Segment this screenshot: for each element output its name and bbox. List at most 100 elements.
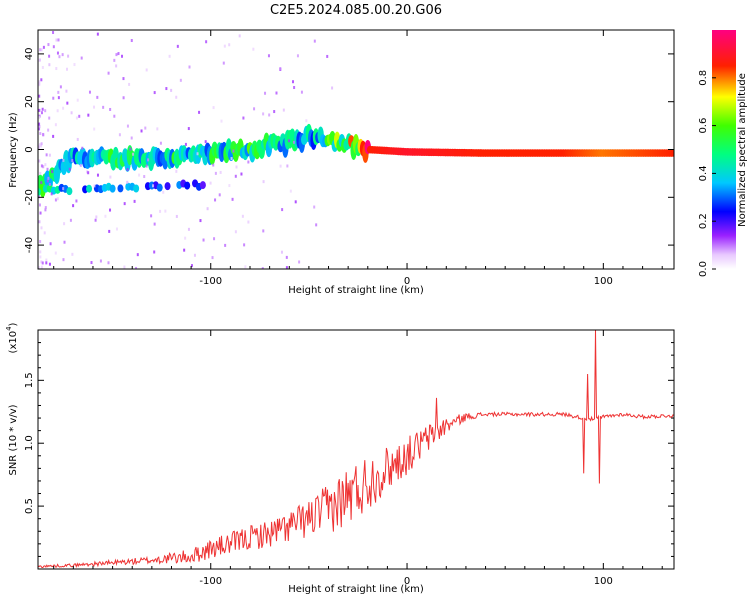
spectrogram-noise-mark [305, 119, 308, 123]
spectrogram-noise-mark [39, 240, 42, 244]
spectrogram-noise-mark [156, 127, 159, 131]
spectrogram-noise-mark [234, 230, 237, 234]
spectrogram-noise-mark [187, 127, 190, 131]
spectrogram-noise-mark [196, 152, 199, 156]
spectrogram-secondary-mark [66, 187, 73, 196]
spectrogram-noise-mark [279, 67, 282, 71]
spectrogram-noise-mark [104, 214, 107, 218]
spectrogram-noise-mark [57, 96, 60, 100]
spectrogram-noise-mark [50, 192, 53, 196]
spectrogram-noise-mark [46, 179, 49, 183]
spectrogram-noise-mark [39, 250, 42, 254]
spectrogram-noise-mark [126, 180, 129, 184]
multiplier-exponent: 4 [5, 326, 13, 331]
spectrogram-noise-mark [52, 96, 55, 100]
spectrogram-noise-mark [184, 236, 187, 240]
multiplier-suffix: ) [8, 322, 19, 326]
spectrogram-noise-mark [54, 198, 57, 202]
spectrogram-noise-mark [212, 106, 215, 110]
spectrogram-noise-mark [45, 153, 48, 157]
spectrogram-noise-mark [73, 63, 76, 67]
spectrogram-noise-mark [79, 163, 82, 167]
spectrogram-noise-mark [72, 204, 75, 208]
spectrogram-noise-mark [205, 40, 208, 44]
spectrogram-y-tick-label: 0 [24, 146, 35, 152]
spectrogram-noise-mark [313, 205, 316, 209]
spectrogram-noise-mark [93, 105, 96, 109]
spectrogram-noise-mark [93, 127, 96, 131]
spectrogram-secondary-mark [109, 184, 116, 193]
spectrogram-noise-mark [48, 183, 51, 187]
spectrogram-secondary-mark [156, 183, 163, 192]
spectrogram-noise-mark [241, 214, 244, 218]
spectrogram-noise-mark [44, 208, 47, 212]
spectrogram-noise-mark [109, 175, 112, 179]
spectrogram-noise-mark [170, 88, 173, 92]
spectrogram-noise-mark [204, 140, 207, 144]
spectrogram-noise-mark [175, 95, 178, 99]
spectrogram-noise-mark [66, 67, 69, 71]
spectrogram-noise-mark [133, 199, 136, 203]
snr-line-layer [38, 330, 674, 569]
spectrogram-noise-mark [38, 94, 41, 98]
spectrogram-x-tick-label: 100 [594, 276, 613, 287]
spectrogram-noise-mark [38, 122, 41, 126]
spectrogram-noise-mark [38, 145, 41, 149]
spectrogram-noise-mark [49, 242, 52, 246]
spectrogram-noise-mark [115, 227, 118, 231]
spectrogram-noise-mark [184, 142, 187, 146]
colorbar-tick-label: 0.0 [698, 261, 709, 277]
spectrogram-noise-mark [232, 149, 235, 153]
spectrogram-noise-mark [199, 219, 202, 223]
spectrogram-noise-mark [209, 181, 212, 185]
spectrogram-noise-mark [286, 164, 289, 168]
snr-x-tick-label: 100 [594, 576, 613, 587]
spectrogram-noise-mark [39, 171, 42, 175]
spectrogram-noise-mark [252, 47, 255, 51]
snr-frame [37, 329, 675, 570]
snr-series-line [38, 330, 674, 569]
spectrogram-noise-mark [287, 139, 290, 143]
spectrogram-noise-mark [96, 32, 99, 36]
spectrogram-noise-mark [42, 132, 45, 136]
spectrogram-noise-mark [39, 48, 42, 52]
spectrogram-noise-mark [76, 98, 79, 102]
spectrogram-noise-mark [262, 180, 265, 184]
spectrogram-noise-mark [253, 107, 256, 111]
spectrogram-noise-mark [52, 45, 55, 49]
spectrogram-noise-mark [262, 229, 265, 233]
snr-ticks: -100 0 100 0.5 1.0 1.5 [24, 330, 674, 587]
spectrogram-noise-mark [315, 223, 318, 227]
spectrogram-noise-mark [206, 207, 209, 211]
spectrogram-noise-mark [58, 55, 61, 59]
spectrogram-noise-mark [40, 48, 43, 52]
spectrogram-noise-mark [159, 141, 162, 145]
spectrogram-noise-mark [109, 208, 112, 212]
spectrogram-noise-mark [38, 108, 41, 112]
spectrogram-y-axis-label: Frequency (Hz) [8, 112, 19, 188]
spectrogram-noise-mark [219, 170, 222, 174]
spectrogram-noise-mark [113, 58, 116, 62]
spectrogram-noise-mark [179, 78, 182, 82]
spectrogram-noise-mark [280, 250, 283, 254]
spectrogram-noise-mark [187, 227, 190, 231]
spectrogram-noise-mark [47, 176, 50, 180]
spectrogram-noise-mark [296, 54, 299, 58]
svg-text:(x104): (x104) [5, 322, 19, 353]
spectrogram-noise-mark [162, 190, 165, 194]
spectrogram-noise-mark [121, 54, 124, 58]
spectrogram-noise-mark [293, 86, 296, 90]
spectrogram-noise-mark [95, 215, 98, 219]
spectrogram-noise-mark [76, 137, 79, 141]
spectrogram-noise-mark [212, 163, 215, 167]
spectrogram-noise-mark [228, 184, 231, 188]
spectrogram-secondary-mark [38, 187, 41, 196]
spectrogram-noise-mark [39, 255, 42, 259]
colorbar: 0.0 0.2 0.4 0.6 0.8 Normalized spectral ampl… [698, 30, 748, 277]
spectrogram-secondary-mark [86, 184, 93, 193]
spectrogram-noise-mark [45, 261, 48, 265]
spectrogram-noise-mark [38, 116, 41, 120]
spectrogram-noise-mark [143, 175, 146, 179]
spectrogram-noise-mark [52, 30, 55, 34]
